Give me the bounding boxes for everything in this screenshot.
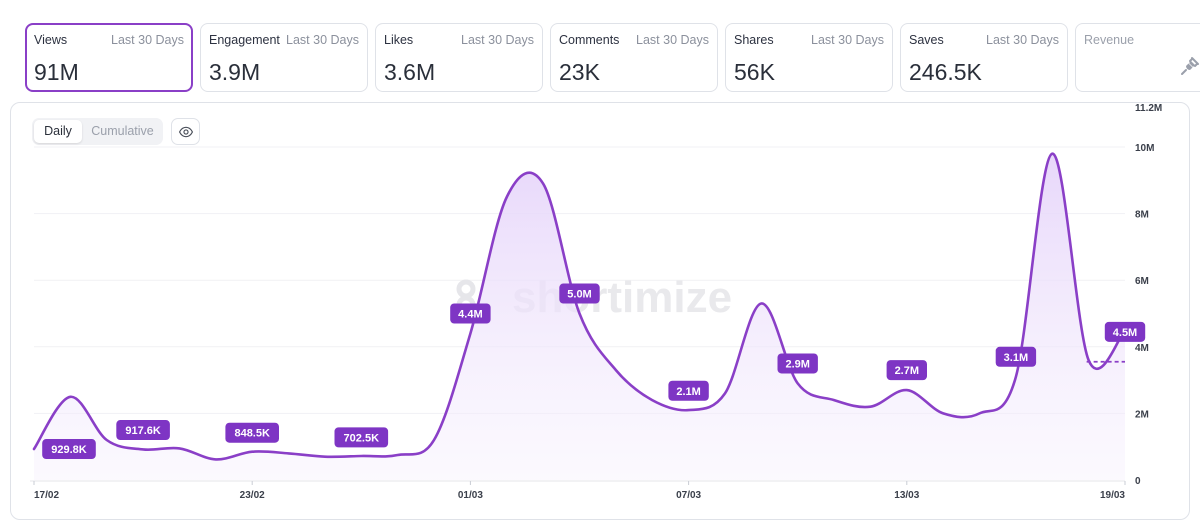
- metric-card-likes[interactable]: Likes Last 30 Days 3.6M: [375, 23, 543, 92]
- metric-name: Comments: [559, 33, 620, 47]
- metric-value: 56K: [734, 59, 775, 85]
- chart-mode-toggle: Daily Cumulative: [32, 118, 163, 145]
- metric-card-engagement[interactable]: Engagement Last 30 Days 3.9M: [200, 23, 368, 92]
- data-label: 4.5M: [1104, 321, 1146, 342]
- metric-name: Engagement: [209, 33, 280, 47]
- data-label: 929.8K: [42, 439, 96, 460]
- x-tick-label: 13/03: [894, 490, 919, 501]
- data-label-box: [334, 427, 389, 448]
- data-label: 2.1M: [668, 380, 709, 401]
- y-tick-label: 8M: [1135, 210, 1149, 221]
- x-tick-label: 07/03: [676, 490, 701, 501]
- metric-range: Last 30 Days: [986, 33, 1059, 47]
- data-label-box: [1104, 321, 1146, 342]
- metric-range: Last 30 Days: [811, 33, 884, 47]
- x-tick-label: 19/03: [1100, 490, 1125, 501]
- metric-card-comments[interactable]: Comments Last 30 Days 23K: [550, 23, 718, 92]
- metric-name: Shares: [734, 33, 774, 47]
- data-label-text: 2.1M: [676, 386, 700, 398]
- eye-icon: [179, 126, 193, 138]
- data-label-text: 4.5M: [1113, 327, 1137, 339]
- metric-name: Views: [34, 33, 68, 47]
- x-tick-label: 23/02: [240, 490, 265, 501]
- metric-range: Last 30 Days: [286, 33, 359, 47]
- data-label-box: [777, 353, 818, 374]
- data-label-text: 2.9M: [785, 358, 809, 370]
- data-label: 848.5K: [225, 422, 279, 443]
- metric-card-revenue[interactable]: Revenue: [1075, 23, 1200, 92]
- data-label-text: 2.7M: [895, 365, 919, 377]
- metric-cards: Views Last 30 Days 91M Engagement Last 3…: [25, 23, 1200, 93]
- metric-range: Last 30 Days: [111, 33, 184, 47]
- data-label-text: 3.1M: [1004, 352, 1028, 364]
- views-line: [32, 152, 1127, 461]
- x-tick-label: 17/02: [34, 490, 59, 501]
- metric-card-saves[interactable]: Saves Last 30 Days 246.5K: [900, 23, 1068, 92]
- metric-name: Revenue: [1084, 33, 1135, 47]
- daily-toggle[interactable]: Daily: [34, 120, 82, 143]
- metric-card-shares[interactable]: Shares Last 30 Days 56K: [725, 23, 893, 92]
- metric-value: 3.9M: [209, 59, 261, 85]
- x-tick-label: 01/03: [458, 490, 483, 501]
- metric-name: Likes: [384, 33, 414, 47]
- data-label-text: 848.5K: [234, 428, 270, 440]
- data-label-text: 4.4M: [458, 309, 482, 321]
- data-label: 3.1M: [995, 346, 1037, 367]
- data-label-text: 702.5K: [344, 432, 380, 444]
- data-label-text: 917.6K: [125, 425, 161, 437]
- metric-name: Saves: [909, 33, 944, 47]
- y-tick-label: 10M: [1135, 143, 1154, 154]
- data-label-box: [995, 346, 1037, 367]
- y-tick-label: 0: [1135, 476, 1141, 487]
- metric-value: 246.5K: [909, 59, 982, 85]
- data-label: 917.6K: [116, 420, 170, 441]
- data-label-box: [450, 303, 491, 324]
- y-tick-label: 11.2M: [1135, 103, 1162, 114]
- data-label-box: [886, 360, 927, 381]
- metric-range: Last 30 Days: [636, 33, 709, 47]
- metric-value: 3.6M: [384, 59, 436, 85]
- data-label-text: 5.0M: [567, 289, 591, 301]
- data-label-box: [225, 422, 279, 443]
- data-label: 2.9M: [777, 353, 818, 374]
- y-tick-label: 4M: [1135, 343, 1149, 354]
- metric-range: Last 30 Days: [461, 33, 534, 47]
- plug-icon: [1181, 57, 1199, 75]
- visibility-toggle-button[interactable]: [171, 118, 200, 145]
- data-label: 4.4M: [450, 303, 491, 324]
- data-label-text: 929.8K: [51, 444, 87, 456]
- data-label-box: [559, 283, 600, 304]
- cumulative-toggle[interactable]: Cumulative: [91, 124, 154, 138]
- data-label-box: [668, 380, 709, 401]
- data-label: 702.5K: [334, 427, 389, 448]
- data-label: 2.7M: [886, 360, 927, 381]
- metric-value: 23K: [559, 59, 600, 85]
- metric-value: 91M: [34, 59, 79, 85]
- metric-card-views[interactable]: Views Last 30 Days 91M: [25, 23, 193, 92]
- y-tick-label: 2M: [1135, 409, 1149, 420]
- data-label: 5.0M: [559, 283, 600, 304]
- data-label-box: [116, 420, 170, 441]
- y-tick-label: 6M: [1135, 276, 1149, 287]
- data-label-box: [42, 439, 96, 460]
